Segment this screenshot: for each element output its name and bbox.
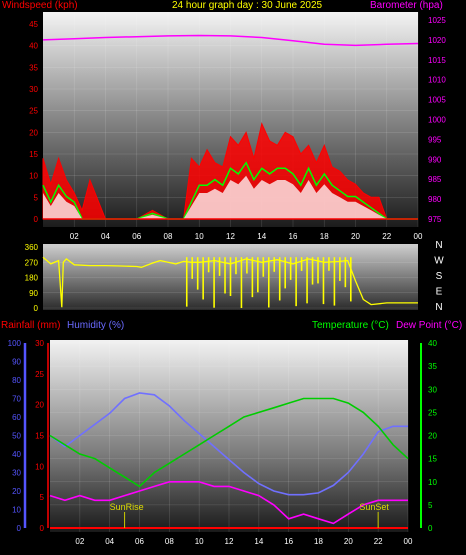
temperature-tick-label: 20 bbox=[428, 432, 437, 441]
time-tick-label: 16 bbox=[289, 232, 298, 241]
windspeed-tick-label: 10 bbox=[29, 172, 38, 181]
time-tick-label: 14 bbox=[257, 232, 266, 241]
time-tick-label: 18 bbox=[320, 232, 329, 241]
time-tick-label: 08 bbox=[165, 537, 174, 546]
time-tick-label: 08 bbox=[164, 232, 173, 241]
temperature-axis-title: Temperature (°C) bbox=[312, 320, 389, 331]
humidity-tick-label: 100 bbox=[8, 339, 22, 348]
compass-label: N bbox=[435, 240, 442, 251]
windspeed-tick-label: 30 bbox=[29, 85, 38, 94]
barometer-line bbox=[42, 34, 419, 47]
time-tick-label: 10 bbox=[195, 232, 204, 241]
direction-tick-label: 90 bbox=[29, 289, 38, 298]
direction-tick-label: 0 bbox=[34, 304, 39, 313]
time-tick-label: 06 bbox=[132, 232, 141, 241]
windspeed-tick-label: 45 bbox=[29, 20, 38, 29]
barometer-tick-label: 1020 bbox=[428, 36, 446, 45]
time-tick-label: 20 bbox=[351, 232, 360, 241]
barometer-tick-label: 1010 bbox=[428, 76, 446, 85]
humidity-tick-label: 60 bbox=[12, 413, 21, 422]
windspeed-axis-title: Windspeed (kph) bbox=[2, 0, 78, 11]
sunset-label: SunSet bbox=[359, 502, 389, 512]
barometer-tick-label: 995 bbox=[428, 135, 442, 144]
rainfall-tick-label: 0 bbox=[40, 524, 45, 533]
graph-title: 24 hour graph day : 30 June 2025 bbox=[172, 0, 323, 11]
time-tick-label: 20 bbox=[344, 537, 353, 546]
direction-tick-label: 270 bbox=[25, 258, 39, 267]
temperature-tick-label: 15 bbox=[428, 455, 437, 464]
temperature-line bbox=[49, 397, 409, 488]
time-tick-label: 12 bbox=[225, 537, 234, 546]
windspeed-tick-label: 5 bbox=[34, 193, 39, 202]
humidity-tick-label: 70 bbox=[12, 395, 21, 404]
temperature-tick-label: 25 bbox=[428, 408, 437, 417]
rainfall-tick-label: 5 bbox=[40, 493, 45, 502]
time-tick-label: 00 bbox=[404, 537, 413, 546]
humidity-tick-label: 80 bbox=[12, 376, 21, 385]
temperature-tick-label: 40 bbox=[428, 339, 437, 348]
windspeed-tick-label: 25 bbox=[29, 107, 38, 116]
time-tick-label: 04 bbox=[105, 537, 114, 546]
time-tick-label: 02 bbox=[70, 232, 79, 241]
compass-label: N bbox=[435, 302, 442, 313]
windspeed-tick-label: 0 bbox=[34, 215, 39, 224]
windspeed-tick-label: 40 bbox=[29, 42, 38, 51]
time-tick-label: 22 bbox=[382, 232, 391, 241]
temperature-tick-label: 30 bbox=[428, 385, 437, 394]
rainfall-tick-label: 10 bbox=[35, 462, 44, 471]
barometer-tick-label: 1025 bbox=[428, 16, 446, 25]
windspeed-tick-label: 35 bbox=[29, 63, 38, 72]
barometer-tick-label: 1005 bbox=[428, 96, 446, 105]
humidity-tick-label: 30 bbox=[12, 469, 21, 478]
barometer-tick-label: 980 bbox=[428, 195, 442, 204]
time-tick-label: 10 bbox=[195, 537, 204, 546]
humidity-tick-label: 0 bbox=[17, 524, 22, 533]
time-tick-label: 00 bbox=[414, 232, 423, 241]
barometer-tick-label: 985 bbox=[428, 175, 442, 184]
compass-label: W bbox=[434, 256, 444, 267]
barometer-tick-label: 1000 bbox=[428, 116, 446, 125]
humidity-axis-title: Humidity (%) bbox=[67, 320, 125, 331]
rainfall-tick-label: 15 bbox=[35, 432, 44, 441]
temperature-tick-label: 5 bbox=[428, 501, 433, 510]
humidity-tick-label: 90 bbox=[12, 358, 21, 367]
compass-label: E bbox=[436, 287, 443, 298]
time-tick-label: 18 bbox=[314, 537, 323, 546]
windspeed-tick-label: 15 bbox=[29, 150, 38, 159]
windspeed-tick-label: 20 bbox=[29, 128, 38, 137]
humidity-tick-label: 20 bbox=[12, 487, 21, 496]
barometer-axis-title: Barometer (hpa) bbox=[370, 0, 443, 11]
time-tick-label: 04 bbox=[101, 232, 110, 241]
humidity-tick-label: 50 bbox=[12, 432, 21, 441]
time-tick-label: 02 bbox=[75, 537, 84, 546]
time-tick-label: 16 bbox=[284, 537, 293, 546]
rainfall-tick-label: 20 bbox=[35, 401, 44, 410]
time-tick-label: 22 bbox=[374, 537, 383, 546]
temperature-tick-label: 0 bbox=[428, 524, 433, 533]
compass-label: S bbox=[436, 271, 443, 282]
dewpoint-line bbox=[49, 480, 408, 525]
rainfall-tick-label: 30 bbox=[35, 339, 44, 348]
temperature-tick-label: 10 bbox=[428, 478, 437, 487]
barometer-tick-label: 1015 bbox=[428, 56, 446, 65]
barometer-tick-label: 975 bbox=[428, 215, 442, 224]
sunrise-label: SunRise bbox=[110, 502, 144, 512]
humidity-line bbox=[49, 392, 408, 496]
humidity-tick-label: 10 bbox=[12, 506, 21, 515]
rainfall-tick-label: 25 bbox=[35, 370, 44, 379]
time-tick-label: 12 bbox=[226, 232, 235, 241]
wind-average-area bbox=[43, 175, 418, 219]
rainfall-axis-title: Rainfall (mm) bbox=[1, 320, 61, 331]
direction-tick-label: 180 bbox=[25, 274, 39, 283]
time-tick-label: 06 bbox=[135, 537, 144, 546]
time-tick-label: 14 bbox=[254, 537, 263, 546]
temperature-tick-label: 35 bbox=[428, 362, 437, 371]
barometer-tick-label: 990 bbox=[428, 155, 442, 164]
humidity-tick-label: 40 bbox=[12, 450, 21, 459]
dewpoint-axis-title: Dew Point (°C) bbox=[396, 320, 463, 331]
direction-tick-label: 360 bbox=[25, 243, 39, 252]
